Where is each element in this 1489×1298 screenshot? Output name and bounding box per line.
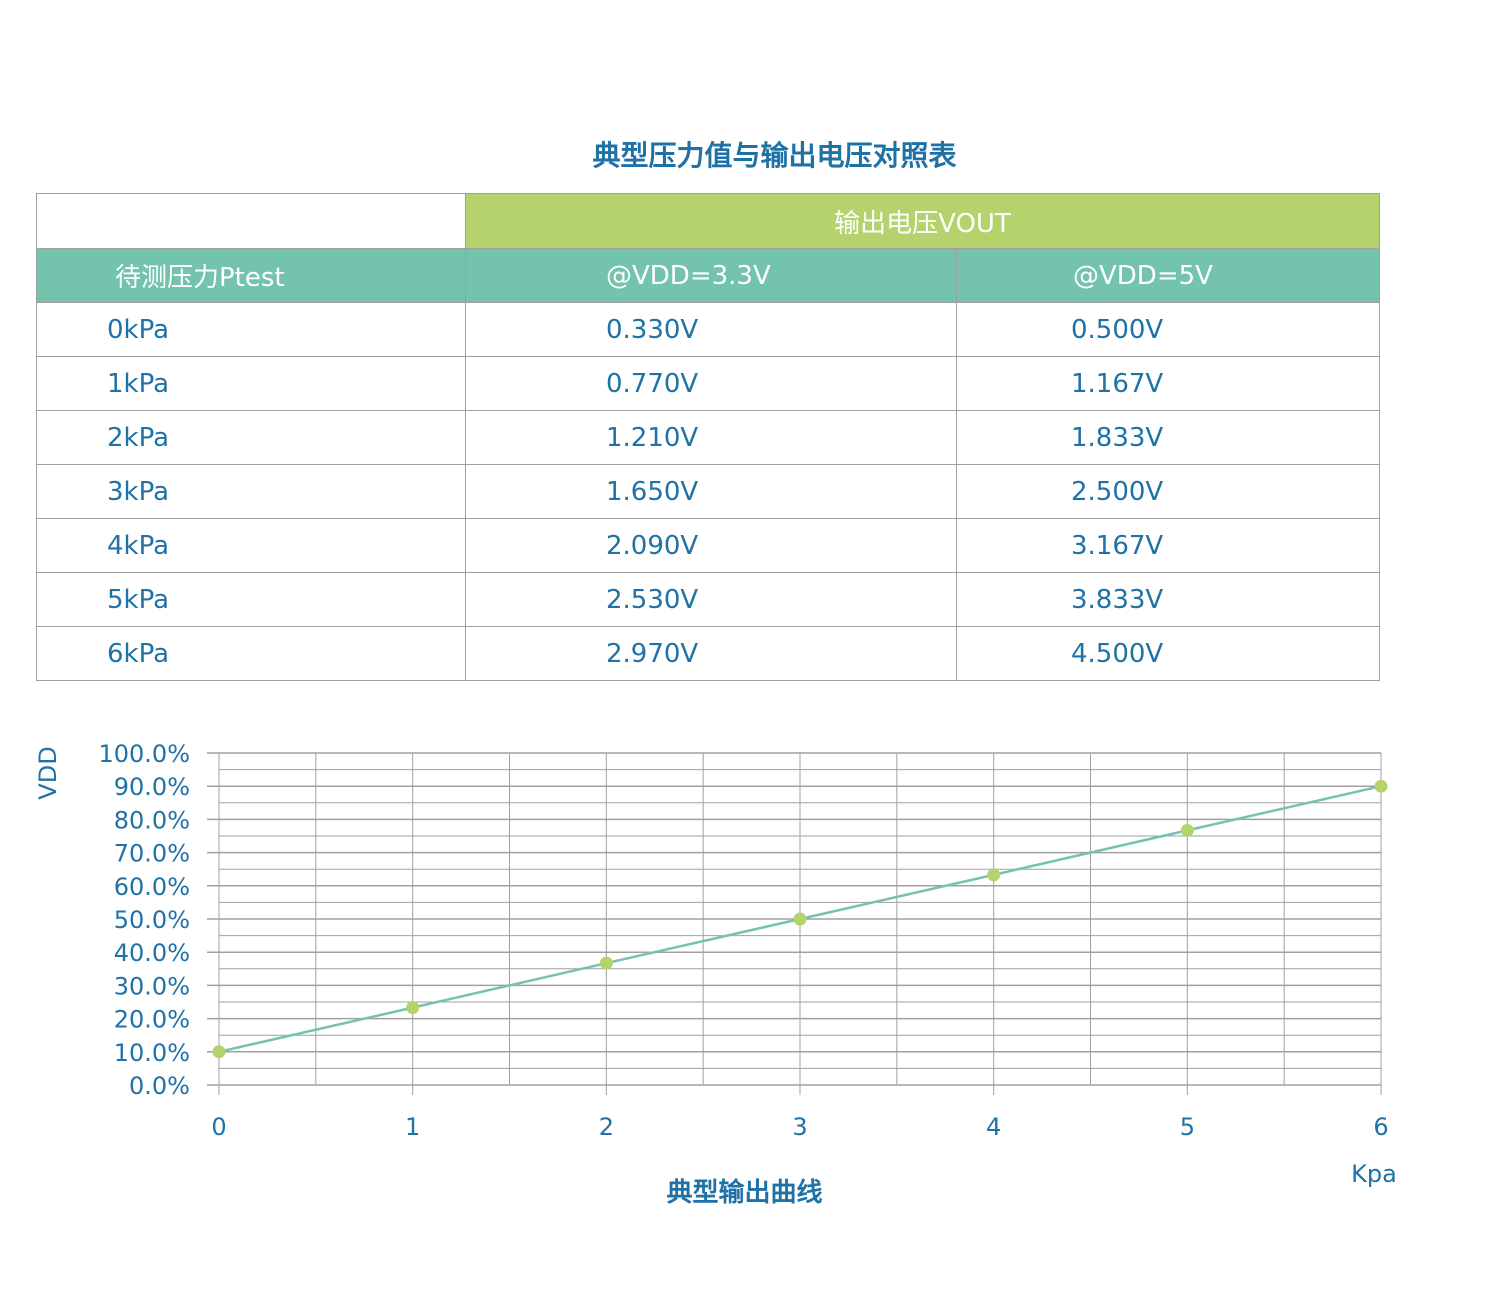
data-point [1180, 823, 1194, 837]
vout-5-cell: 1.167V [956, 356, 1380, 411]
pressure-cell: 4kPa [36, 518, 466, 573]
y-tick-label: 50.0% [114, 906, 190, 934]
vout-33-cell: 0.770V [465, 356, 957, 411]
table-row: 3kPa 1.650V 2.500V [36, 464, 1380, 519]
table-row: 2kPa 1.210V 1.833V [36, 410, 1380, 465]
y-tick-label: 100.0% [98, 740, 190, 768]
empty-corner-cell [36, 193, 466, 249]
y-tick-label: 60.0% [114, 873, 190, 901]
pressure-cell: 3kPa [36, 464, 466, 519]
y-axis-label: VDD [34, 746, 62, 799]
x-axis-label: Kpa [1351, 1160, 1397, 1188]
data-point [793, 912, 807, 926]
x-tick-label: 4 [986, 1113, 1001, 1141]
vout-33-cell: 2.970V [465, 626, 957, 681]
x-tick-label: 0 [211, 1113, 226, 1141]
x-tick-label: 2 [599, 1113, 614, 1141]
vout-33-cell: 1.210V [465, 410, 957, 465]
chart-title: 典型输出曲线 [666, 1178, 823, 1208]
vout-33-cell: 2.530V [465, 572, 957, 627]
data-point [599, 956, 613, 970]
x-tick-label: 1 [405, 1113, 420, 1141]
y-tick-label: 20.0% [114, 1006, 190, 1034]
table-row: 5kPa 2.530V 3.833V [36, 572, 1380, 627]
header-pressure: 待测压力Ptest [36, 248, 466, 303]
y-tick-label: 0.0% [129, 1072, 190, 1100]
pressure-cell: 6kPa [36, 626, 466, 681]
vout-5-cell: 4.500V [956, 626, 1380, 681]
header-vdd33: @VDD=3.3V [465, 248, 957, 303]
y-tick-label: 90.0% [114, 773, 190, 801]
data-point [406, 1001, 420, 1015]
vout-33-cell: 2.090V [465, 518, 957, 573]
y-tick-label: 70.0% [114, 840, 190, 868]
pressure-voltage-table: 输出电压VOUT 待测压力Ptest @VDD=3.3V @VDD=5V 0kP… [36, 193, 1380, 681]
vout-5-cell: 3.167V [956, 518, 1380, 573]
y-tick-label: 40.0% [114, 939, 190, 967]
y-tick-label: 30.0% [114, 972, 190, 1000]
data-point [212, 1045, 226, 1059]
vout-33-cell: 0.330V [465, 302, 957, 357]
vout-5-cell: 2.500V [956, 464, 1380, 519]
data-point [987, 868, 1001, 882]
data-point [1374, 779, 1388, 793]
table-row: 4kPa 2.090V 3.167V [36, 518, 1380, 573]
x-tick-label: 3 [792, 1113, 807, 1141]
x-tick-label: 6 [1373, 1113, 1388, 1141]
y-tick-label: 80.0% [114, 806, 190, 834]
header-vdd5: @VDD=5V [956, 248, 1380, 303]
vout-33-cell: 1.650V [465, 464, 957, 519]
table-row: 0kPa 0.330V 0.500V [36, 302, 1380, 357]
table-row: 6kPa 2.970V 4.500V [36, 626, 1380, 681]
y-tick-label: 10.0% [114, 1039, 190, 1067]
pressure-cell: 5kPa [36, 572, 466, 627]
pressure-cell: 1kPa [36, 356, 466, 411]
x-tick-label: 5 [1180, 1113, 1195, 1141]
table-row: 1kPa 0.770V 1.167V [36, 356, 1380, 411]
table-title: 典型压力值与输出电压对照表 [592, 139, 957, 172]
